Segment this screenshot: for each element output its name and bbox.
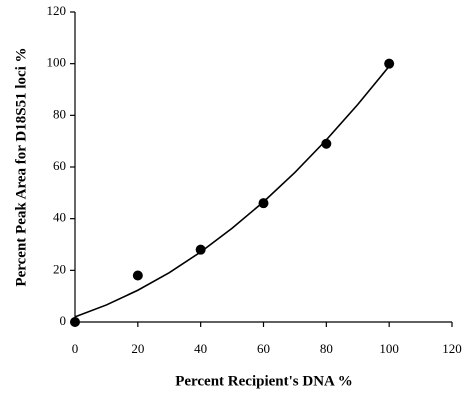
data-point [132, 270, 143, 281]
data-point [258, 198, 269, 209]
x-tick-label: 20 [131, 341, 144, 356]
data-point [70, 317, 80, 327]
y-tick-label: 80 [53, 106, 66, 121]
x-axis-label: Percent Recipient's DNA % [175, 373, 353, 389]
x-tick-label: 0 [72, 341, 79, 356]
trend-line [74, 65, 390, 318]
x-tick-label: 120 [442, 341, 462, 356]
y-tick-label: 120 [47, 3, 67, 18]
x-tick-label: 100 [379, 341, 399, 356]
y-tick-label: 100 [47, 55, 67, 70]
data-point [321, 138, 332, 149]
y-tick-label: 60 [53, 158, 66, 173]
x-tick-label: 60 [257, 341, 270, 356]
data-point [195, 244, 206, 255]
y-tick-label: 0 [60, 313, 67, 328]
data-point [384, 58, 395, 69]
y-tick-label: 40 [53, 210, 66, 225]
y-tick-label: 20 [53, 261, 66, 276]
y-axis-label: Percent Peak Area for D18S51 loci % [13, 47, 29, 286]
x-tick-label: 80 [320, 341, 333, 356]
x-tick-label: 40 [194, 341, 207, 356]
